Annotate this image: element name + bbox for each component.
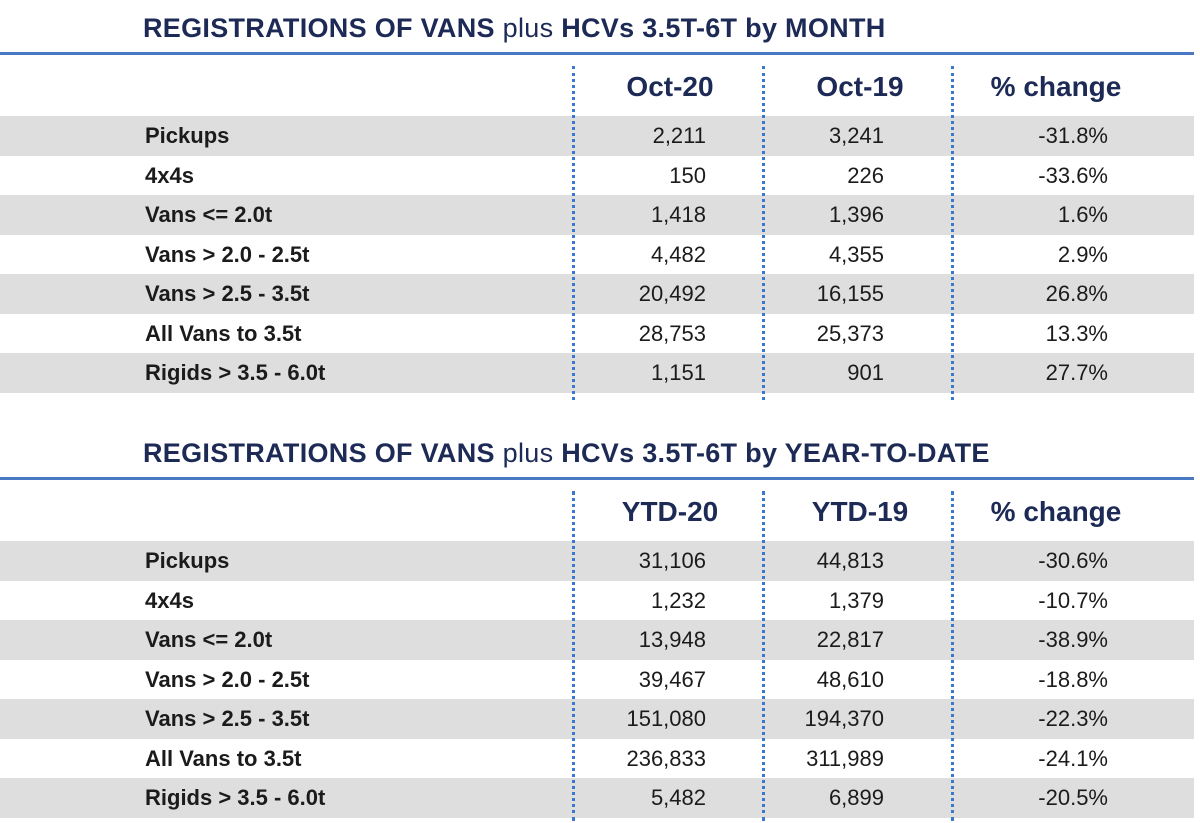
previous-value: 311,989 xyxy=(806,745,884,771)
previous-value: 48,610 xyxy=(816,666,884,692)
row-label: Rigids > 3.5 - 6.0t xyxy=(145,360,326,385)
monthly-col-header-current: Oct-20 xyxy=(626,71,714,102)
ytd-col-header-change: % change xyxy=(990,496,1122,527)
previous-value: 22,817 xyxy=(816,627,884,652)
change-value: -22.3% xyxy=(1038,706,1108,731)
table-row: All Vans to 3.5t 236,833 311,989 -24.1% xyxy=(0,739,1194,779)
previous-value: 6,899 xyxy=(828,785,884,810)
change-value: -38.9% xyxy=(1038,627,1108,652)
ytd-header-row: YTD-20 YTD-19 % change xyxy=(0,483,1200,541)
change-value: -10.7% xyxy=(1038,587,1108,613)
change-value: -18.8% xyxy=(1038,666,1108,692)
change-value: -30.6% xyxy=(1038,548,1108,573)
table-row: All Vans to 3.5t 28,753 25,373 13.3% xyxy=(0,314,1194,354)
previous-value: 194,370 xyxy=(804,706,884,731)
change-value: 1.6% xyxy=(1057,202,1108,227)
previous-value: 16,155 xyxy=(816,281,884,306)
current-value: 31,106 xyxy=(638,548,706,573)
row-label: 4x4s xyxy=(145,587,194,613)
row-label: Pickups xyxy=(145,123,230,148)
monthly-title-part-2: HCVs 3.5T-6T by MONTH xyxy=(561,13,886,43)
current-value: 39,467 xyxy=(638,666,706,692)
change-value: -24.1% xyxy=(1038,745,1108,771)
ytd-title-part-1: REGISTRATIONS OF VANS xyxy=(143,438,495,468)
column-divider xyxy=(762,66,765,400)
table-row: Vans <= 2.0t 1,418 1,396 1.6% xyxy=(0,195,1194,235)
row-label: Vans > 2.5 - 3.5t xyxy=(145,281,310,306)
previous-value: 1,396 xyxy=(828,202,884,227)
current-value: 1,232 xyxy=(650,587,706,613)
previous-value: 1,379 xyxy=(828,587,884,613)
row-label: Vans > 2.0 - 2.5t xyxy=(145,666,310,692)
column-divider xyxy=(572,491,575,821)
column-divider xyxy=(951,491,954,821)
row-label: Pickups xyxy=(145,548,230,573)
current-value: 1,418 xyxy=(650,202,706,227)
row-label: All Vans to 3.5t xyxy=(145,745,302,771)
previous-value: 226 xyxy=(847,162,884,188)
ytd-title-rule xyxy=(0,477,1194,480)
ytd-table-title: REGISTRATIONS OF VANS plus HCVs 3.5T-6T … xyxy=(143,433,990,473)
table-row: Vans <= 2.0t 13,948 22,817 -38.9% xyxy=(0,620,1194,660)
row-label: Rigids > 3.5 - 6.0t xyxy=(145,785,326,810)
previous-value: 44,813 xyxy=(816,548,884,573)
current-value: 5,482 xyxy=(650,785,706,810)
table-row: Rigids > 3.5 - 6.0t 1,151 901 27.7% xyxy=(0,353,1194,393)
change-value: -31.8% xyxy=(1038,123,1108,148)
current-value: 236,833 xyxy=(626,745,706,771)
current-value: 13,948 xyxy=(638,627,706,652)
monthly-col-header-change: % change xyxy=(990,71,1122,102)
column-divider xyxy=(762,491,765,821)
monthly-table-title: REGISTRATIONS OF VANS plus HCVs 3.5T-6T … xyxy=(143,8,886,48)
current-value: 2,211 xyxy=(652,123,706,148)
change-value: -33.6% xyxy=(1038,162,1108,188)
previous-value: 4,355 xyxy=(828,241,884,267)
column-divider xyxy=(572,66,575,400)
table-row: Pickups 2,211 3,241 -31.8% xyxy=(0,116,1194,156)
table-row: 4x4s 1,232 1,379 -10.7% xyxy=(0,581,1194,621)
table-row: 4x4s 150 226 -33.6% xyxy=(0,156,1194,196)
ytd-title-part-2: HCVs 3.5T-6T by YEAR-TO-DATE xyxy=(561,438,990,468)
change-value: 13.3% xyxy=(1045,320,1108,346)
table-row: Vans > 2.5 - 3.5t 20,492 16,155 26.8% xyxy=(0,274,1194,314)
monthly-title-plus: plus xyxy=(502,13,554,43)
row-label: Vans > 2.5 - 3.5t xyxy=(145,706,310,731)
change-value: 26.8% xyxy=(1045,281,1108,306)
change-value: -20.5% xyxy=(1038,785,1108,810)
row-label: 4x4s xyxy=(145,162,194,188)
table-row: Vans > 2.5 - 3.5t 151,080 194,370 -22.3% xyxy=(0,699,1194,739)
previous-value: 3,241 xyxy=(828,123,884,148)
previous-value: 901 xyxy=(847,360,884,385)
row-label: Vans > 2.0 - 2.5t xyxy=(145,241,310,267)
monthly-table-body: Pickups 2,211 3,241 -31.8% 4x4s 150 226 … xyxy=(0,116,1200,393)
ytd-table-body: Pickups 31,106 44,813 -30.6% 4x4s 1,232 … xyxy=(0,541,1200,818)
current-value: 20,492 xyxy=(638,281,706,306)
ytd-col-header-previous: YTD-19 xyxy=(811,496,909,527)
current-value: 4,482 xyxy=(650,241,706,267)
table-row: Vans > 2.0 - 2.5t 39,467 48,610 -18.8% xyxy=(0,660,1194,700)
current-value: 150 xyxy=(669,162,706,188)
monthly-header-row: Oct-20 Oct-19 % change xyxy=(0,58,1200,116)
change-value: 2.9% xyxy=(1057,241,1108,267)
change-value: 27.7% xyxy=(1045,360,1108,385)
row-label: Vans <= 2.0t xyxy=(145,627,273,652)
table-row: Vans > 2.0 - 2.5t 4,482 4,355 2.9% xyxy=(0,235,1194,275)
ytd-title-plus: plus xyxy=(502,438,554,468)
row-label: Vans <= 2.0t xyxy=(145,202,273,227)
monthly-title-part-1: REGISTRATIONS OF VANS xyxy=(143,13,495,43)
monthly-col-header-previous: Oct-19 xyxy=(816,71,904,102)
table-row: Pickups 31,106 44,813 -30.6% xyxy=(0,541,1194,581)
previous-value: 25,373 xyxy=(816,320,884,346)
current-value: 1,151 xyxy=(650,360,706,385)
ytd-col-header-current: YTD-20 xyxy=(621,496,719,527)
row-label: All Vans to 3.5t xyxy=(145,320,302,346)
current-value: 151,080 xyxy=(626,706,706,731)
monthly-title-rule xyxy=(0,52,1194,55)
column-divider xyxy=(951,66,954,400)
table-row: Rigids > 3.5 - 6.0t 5,482 6,899 -20.5% xyxy=(0,778,1194,818)
current-value: 28,753 xyxy=(638,320,706,346)
